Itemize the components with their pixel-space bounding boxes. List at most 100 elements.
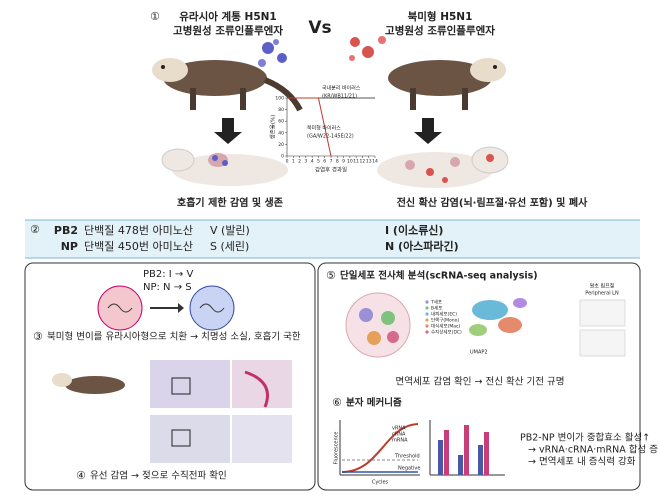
mutation-rows: PB2 단백질 478번 아미노산 V (발린) I (이소류신) NP 단백질 450번… <box>54 223 459 253</box>
legend-swatch <box>425 318 429 322</box>
x-tick-label: 12 <box>360 159 366 165</box>
ferret-illustration <box>152 39 303 112</box>
x-tick-label: 8 <box>336 159 339 165</box>
x-tick-label: 1 <box>292 159 295 165</box>
survival-line <box>287 97 332 157</box>
legend-swatch <box>425 312 429 316</box>
ln-label: 말초 림프절 <box>590 283 615 290</box>
finding6: PB2-NP 변이가 중합효소 활성↑→ vRNA·cRNA·mRNA 합성 증… <box>520 432 658 468</box>
qpcr-x-label: Cycles <box>372 480 389 486</box>
x-tick-label: 7 <box>330 159 333 165</box>
right-title: 북미형 H5N1 <box>408 10 473 23</box>
finding5: 면역세포 감염 확인 → 전신 확산 기전 규명 <box>396 376 565 388</box>
cell-legend: T세포B세포내피세포(EC)단핵구(Mono)대식세포(Mac)수지상세포(DC… <box>425 299 462 336</box>
step4-text: 유선 감염 → 젖으로 수직전파 확인 <box>90 470 227 482</box>
y-tick-label: 60 <box>278 119 284 125</box>
panel <box>317 262 641 491</box>
arrow <box>214 118 242 144</box>
legend-swatch <box>425 330 429 334</box>
finding6-line: PB2-NP 변이가 중합효소 활성↑ <box>520 432 650 444</box>
series-label: (GA/W22-145E/22) <box>307 134 354 140</box>
qpcr-negative: Negative <box>398 466 420 472</box>
legend-label: 내피세포(EC) <box>431 311 457 318</box>
panel <box>24 262 316 491</box>
ferret-illustration <box>349 36 506 110</box>
left-caption: 호흡기 제한 감염 및 생존 <box>177 196 283 209</box>
vs: Vs <box>308 18 331 38</box>
x-tick-label: 5 <box>317 159 320 165</box>
legend-label: 단핵구(Mono) <box>431 317 459 324</box>
eurasian-residue: S (세린) <box>210 240 249 253</box>
legend-label: 수지상세포(DC) <box>431 329 462 336</box>
step-number: ⑤ <box>326 269 336 282</box>
scrna-illustration <box>345 292 626 358</box>
legend-label: B세포 <box>431 305 442 312</box>
x-tick-label: 2 <box>298 159 301 165</box>
step3-text: 북미형 변이를 유라시아형으로 치환 → 치명성 소실, 호흡기 국한 <box>47 331 301 343</box>
x-label: 감염후 경과일 <box>315 166 347 174</box>
mutation-band <box>25 220 640 258</box>
right-title: 고병원성 조류인플루엔자 <box>385 24 495 37</box>
finding6-line: → 면역세포 내 증식력 강화 <box>528 456 636 468</box>
legend-label: T세포 <box>430 299 442 306</box>
series-label: 북미형 바이러스 <box>307 125 341 132</box>
right-caption: 전신 확산 감염(뇌·림프절·유선 포함) 및 폐사 <box>397 196 588 209</box>
qpcr-threshold: Threshold <box>394 454 420 460</box>
y-tick-label: 40 <box>278 130 284 136</box>
x-tick-label: 14 <box>372 159 378 165</box>
site: 단백질 478번 아미노산 <box>84 224 193 237</box>
x-tick-label: 6 <box>323 159 326 165</box>
x-tick-label: 3 <box>304 159 307 165</box>
x-tick-label: 0 <box>286 159 289 165</box>
y-tick-label: 80 <box>278 107 284 113</box>
left-title: 고병원성 조류인플루엔자 <box>173 24 283 37</box>
na-residue: N (아스파라긴) <box>385 239 459 253</box>
y-label: 생존율(%) <box>269 115 277 140</box>
y-tick-label: 0 <box>281 154 284 160</box>
virus-illustration <box>97 285 235 331</box>
protein: PB2 <box>54 224 78 237</box>
eurasian-residue: V (발린) <box>210 224 250 237</box>
x-tick-label: 10 <box>347 159 353 165</box>
qpcr-y-label: Fluorescence <box>334 432 340 465</box>
qpcr-illustration <box>339 420 505 476</box>
arrow <box>414 118 442 144</box>
histology-illustration <box>52 360 292 463</box>
step6-text: 분자 메커니즘 <box>346 397 402 409</box>
protein: NP <box>61 240 78 253</box>
finding6-line: → vRNA·cRNA·mRNA 합성 증가 <box>528 445 658 456</box>
step5-text: 단일세포 전사체 분석(scRNA-seq analysis) <box>340 270 538 282</box>
legend-swatch <box>425 300 429 304</box>
legend-swatch <box>425 306 429 310</box>
qpcr-target: cRNA <box>392 432 406 438</box>
step-number: ⑥ <box>332 396 342 409</box>
na-residue: I (이소류신) <box>385 223 443 237</box>
series-label: (KR/WB11/21) <box>322 94 357 100</box>
umap-axis: UMAP2 <box>470 350 488 356</box>
pb2-change: PB2: I → V <box>143 269 193 280</box>
qpcr-target: mRNA <box>392 438 408 444</box>
ferret-illustration <box>377 146 509 188</box>
x-tick-label: 4 <box>311 159 314 165</box>
y-tick-label: 100 <box>275 96 284 102</box>
x-tick-label: 13 <box>366 159 372 165</box>
y-tick-label: 20 <box>278 142 284 148</box>
x-tick-label: 9 <box>342 159 345 165</box>
step-number: ③ <box>33 330 43 343</box>
ln-label: Peripheral LN <box>585 291 619 297</box>
np-change: NP: N → S <box>143 282 192 293</box>
legend-swatch <box>425 324 429 328</box>
step-number: ④ <box>76 469 86 482</box>
series-label: 국내분리 바이러스 <box>322 85 361 92</box>
x-tick-label: 11 <box>353 159 359 165</box>
ferret-illustration <box>161 148 288 186</box>
left-title: 유라시아 계통 H5N1 <box>179 10 276 23</box>
step-number: ② <box>30 223 40 236</box>
step-number: ① <box>150 10 160 23</box>
legend-label: 대식세포(Mac) <box>431 323 460 330</box>
qpcr-target: vRNA <box>392 426 406 432</box>
site: 단백질 450번 아미노산 <box>84 240 193 253</box>
